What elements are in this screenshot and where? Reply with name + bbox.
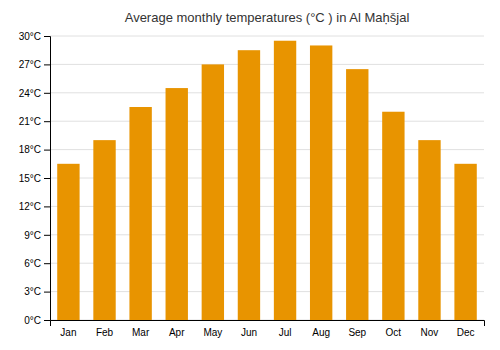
y-axis: 0°C 3°C 6°C 9°C 12°C 15°C 18°C 21°C 24°C 27°C 30°C bbox=[19, 31, 51, 326]
tick-label: 0°C bbox=[24, 315, 41, 326]
tick-mark bbox=[44, 206, 50, 207]
tick-mark bbox=[44, 93, 50, 94]
tick: 9°C bbox=[24, 230, 50, 241]
tick-mark bbox=[44, 150, 50, 151]
tick: Aug bbox=[312, 327, 330, 338]
tick: 15°C bbox=[19, 173, 50, 184]
tick-label: 6°C bbox=[24, 258, 41, 269]
tick: Dec bbox=[457, 327, 475, 338]
title: Average monthly temperatures (°C ) in Al… bbox=[125, 10, 410, 25]
tick-mark bbox=[44, 320, 50, 321]
bar bbox=[202, 64, 224, 320]
tick-mark bbox=[44, 178, 50, 179]
bar bbox=[346, 69, 368, 320]
grid-line bbox=[50, 36, 484, 37]
tick-label: Jun bbox=[241, 327, 257, 338]
tick-label: 24°C bbox=[19, 88, 41, 99]
bar bbox=[418, 140, 440, 320]
chart: 0°C 3°C 6°C 9°C 12°C 15°C 18°C 21°C 24°C 27°C 30°C… bbox=[0, 0, 500, 350]
bar bbox=[93, 140, 115, 320]
tick-label: Apr bbox=[169, 327, 185, 338]
tick: 30°C bbox=[19, 31, 50, 42]
tick: 12°C bbox=[19, 201, 50, 212]
tick-mark bbox=[44, 263, 50, 264]
tick: Sep bbox=[348, 327, 366, 338]
tick-label: Oct bbox=[386, 327, 402, 338]
tick-label: Nov bbox=[421, 327, 439, 338]
tick: Apr bbox=[169, 327, 185, 338]
tick: 0°C bbox=[24, 315, 50, 326]
tick: 27°C bbox=[19, 59, 50, 70]
tick-label: Aug bbox=[312, 327, 330, 338]
tick-mark bbox=[44, 121, 50, 122]
tick: 6°C bbox=[24, 258, 50, 269]
grid-line bbox=[50, 92, 484, 93]
plot: 0°C 3°C 6°C 9°C 12°C 15°C 18°C 21°C 24°C 27°C 30°C… bbox=[19, 31, 485, 338]
tick-label: Mar bbox=[132, 327, 150, 338]
grid-line bbox=[50, 121, 484, 122]
tick-label: 30°C bbox=[19, 31, 41, 42]
tick: Jun bbox=[241, 327, 257, 338]
tick-mark bbox=[44, 64, 50, 65]
tick: Nov bbox=[421, 327, 439, 338]
tick-label: 27°C bbox=[19, 59, 41, 70]
axis-domain bbox=[44, 37, 51, 321]
bar bbox=[274, 41, 296, 320]
tick: Mar bbox=[132, 327, 150, 338]
tick-label: 15°C bbox=[19, 173, 41, 184]
tick: Jul bbox=[279, 327, 292, 338]
tick-label: Dec bbox=[457, 327, 475, 338]
bar bbox=[454, 164, 476, 320]
tick-mark bbox=[44, 292, 50, 293]
tick: Oct bbox=[386, 327, 402, 338]
tick-mark bbox=[44, 36, 50, 37]
bar bbox=[129, 107, 151, 320]
tick: 24°C bbox=[19, 88, 50, 99]
tick: 21°C bbox=[19, 116, 50, 127]
tick-label: Jan bbox=[60, 327, 76, 338]
tick-label: 21°C bbox=[19, 116, 41, 127]
tick-label: 12°C bbox=[19, 201, 41, 212]
tick-label: 9°C bbox=[24, 230, 41, 241]
tick-label: 3°C bbox=[24, 286, 41, 297]
tick: Feb bbox=[96, 327, 114, 338]
tick-label: May bbox=[203, 327, 222, 338]
bar bbox=[382, 112, 404, 320]
tick-label: Sep bbox=[348, 327, 366, 338]
tick: May bbox=[203, 327, 222, 338]
tick-label: Jul bbox=[279, 327, 292, 338]
tick-label: 18°C bbox=[19, 144, 41, 155]
tick: Jan bbox=[60, 327, 76, 338]
bars bbox=[57, 41, 477, 320]
tick: 18°C bbox=[19, 144, 50, 155]
grid-line bbox=[50, 64, 484, 65]
bar bbox=[310, 45, 332, 320]
tick-label: Feb bbox=[96, 327, 114, 338]
grid bbox=[50, 36, 484, 320]
axis-domain bbox=[51, 321, 485, 327]
tick: 3°C bbox=[24, 286, 50, 297]
bar bbox=[166, 88, 188, 320]
bar bbox=[57, 164, 79, 320]
x-axis: Jan Feb Mar Apr May Jun Jul Aug Sep Oct Nov Dec bbox=[51, 321, 485, 339]
tick-mark bbox=[44, 235, 50, 236]
bar bbox=[238, 50, 260, 320]
